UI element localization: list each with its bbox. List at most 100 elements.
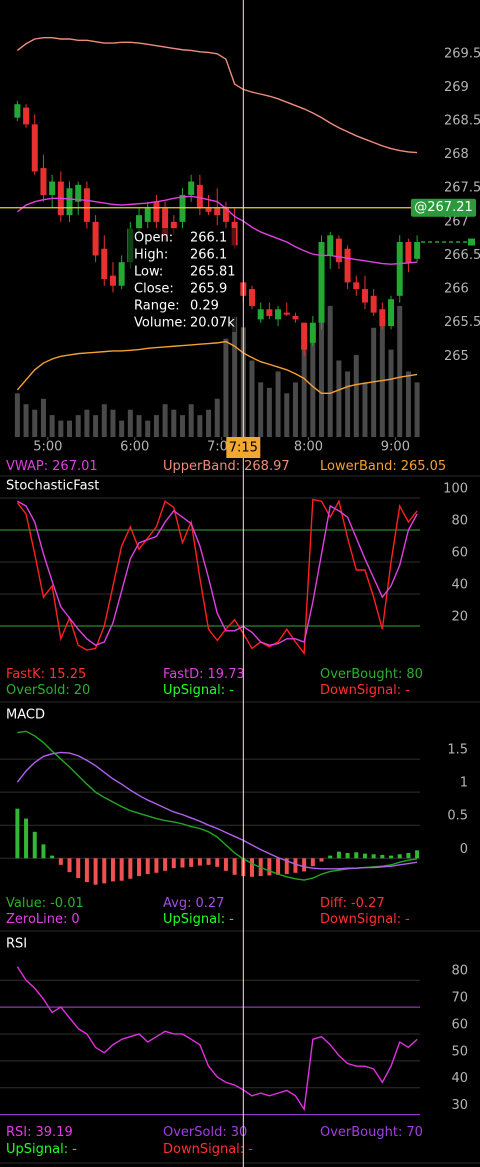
volume-bar bbox=[336, 360, 342, 437]
legend-entry: FastK: 15.25 bbox=[6, 667, 86, 682]
volume-bar bbox=[232, 316, 238, 437]
legend-value: - bbox=[229, 912, 234, 927]
volume-bar bbox=[23, 404, 29, 437]
legend-label: FastK: bbox=[6, 667, 45, 682]
y-tick-label: 267 bbox=[444, 214, 469, 229]
candle-body bbox=[292, 315, 299, 320]
y-tick-label: 20 bbox=[451, 610, 468, 625]
histogram-bar bbox=[189, 858, 194, 867]
histogram-bar bbox=[137, 858, 142, 877]
candle-body bbox=[249, 289, 255, 306]
candle-body bbox=[283, 312, 290, 315]
volume-bar bbox=[327, 305, 333, 437]
volume-bar bbox=[353, 355, 359, 437]
legend-entry: Diff: -0.27 bbox=[320, 896, 385, 911]
y-tick-label: 60 bbox=[451, 1017, 468, 1032]
histogram-bar bbox=[310, 858, 315, 867]
volume-bar bbox=[414, 382, 420, 437]
y-tick-label: 1.5 bbox=[447, 743, 468, 758]
y-tick-label: 80 bbox=[451, 514, 468, 529]
volume-bar bbox=[32, 409, 38, 437]
tooltip-value: 265.9 bbox=[190, 282, 227, 297]
legend-entry: LowerBand: 265.05 bbox=[320, 459, 446, 474]
legend-entry: UpSignal: - bbox=[163, 912, 234, 927]
volume-bar bbox=[153, 415, 159, 437]
histogram-bar bbox=[415, 850, 420, 859]
histogram-bar bbox=[345, 852, 350, 859]
y-tick-label: 268 bbox=[444, 147, 469, 162]
histogram-bar bbox=[397, 854, 402, 859]
candle-body bbox=[275, 309, 282, 320]
histogram-bar bbox=[32, 831, 37, 859]
legend-value: - bbox=[405, 912, 410, 927]
histogram-bar bbox=[24, 818, 29, 859]
legend-value: -0.27 bbox=[351, 896, 385, 911]
volume-bar bbox=[127, 409, 133, 437]
volume-bar bbox=[266, 387, 272, 437]
legend-label: RSI: bbox=[6, 1125, 32, 1140]
histogram-bar bbox=[110, 858, 115, 882]
last-price-marker bbox=[468, 238, 475, 246]
volume-bar bbox=[84, 409, 90, 437]
tooltip-value: 20.07k bbox=[190, 316, 235, 331]
legend-label: OverSold: bbox=[6, 683, 70, 698]
legend-entry: OverBought: 70 bbox=[320, 1125, 423, 1140]
tooltip-label: Open: bbox=[134, 231, 173, 246]
histogram-bar bbox=[371, 854, 376, 859]
y-tick-label: 30 bbox=[451, 1098, 468, 1113]
legend-entry: VWAP: 267.01 bbox=[6, 459, 98, 474]
legend-entry: ZeroLine: 0 bbox=[6, 912, 80, 927]
y-tick-label: 0.5 bbox=[447, 809, 468, 824]
volume-bar bbox=[49, 415, 55, 437]
legend-value: 15.25 bbox=[49, 667, 86, 682]
tooltip-label: High: bbox=[134, 248, 168, 263]
series-line bbox=[16, 195, 418, 265]
y-tick-label: 100 bbox=[443, 482, 468, 497]
candle-body bbox=[222, 208, 229, 222]
histogram-bar bbox=[58, 858, 63, 865]
volume-bar bbox=[179, 415, 185, 437]
volume-bar bbox=[275, 371, 281, 437]
y-tick-label: 1 bbox=[460, 776, 468, 791]
legend-value: 20 bbox=[74, 683, 91, 698]
candle-body bbox=[83, 188, 90, 222]
time-label: 7:15 bbox=[229, 441, 258, 456]
histogram-bar bbox=[336, 851, 341, 859]
panel-title: RSI bbox=[6, 937, 27, 952]
candle-body bbox=[40, 168, 47, 195]
legend-label: DownSignal: bbox=[320, 683, 401, 698]
volume-bar bbox=[223, 338, 229, 437]
legend-value: 0 bbox=[71, 912, 79, 927]
tooltip-value: 266.1 bbox=[190, 231, 227, 246]
panel: RSI 30 40 50 60 70 80 RSI: 39.19 OverSold: 30 OverB… bbox=[0, 937, 468, 1157]
candle-body bbox=[361, 289, 368, 303]
legend-value: 70 bbox=[406, 1125, 423, 1140]
histogram-bar bbox=[302, 858, 307, 872]
tooltip-value: 0.29 bbox=[190, 299, 219, 314]
y-tick-label: 60 bbox=[451, 546, 468, 561]
histogram-bar bbox=[215, 858, 220, 867]
candle-body bbox=[370, 295, 377, 313]
legend-entry: FastD: 19.73 bbox=[163, 667, 245, 682]
volume-bar bbox=[362, 382, 368, 437]
candle-body bbox=[327, 235, 334, 256]
candle-body bbox=[109, 275, 116, 286]
candle-body bbox=[179, 194, 186, 222]
legend-entry: OverSold: 30 bbox=[163, 1125, 247, 1140]
volume-bar bbox=[67, 420, 73, 437]
candle-body bbox=[309, 322, 316, 343]
legend-value: - bbox=[72, 1142, 77, 1157]
histogram-bar bbox=[284, 858, 289, 875]
tooltip-label: Volume: bbox=[134, 316, 187, 331]
legend-entry: UpperBand: 268.97 bbox=[163, 459, 290, 474]
volume-bar bbox=[93, 415, 99, 437]
volume-bar bbox=[40, 398, 46, 437]
candle-body bbox=[379, 309, 386, 327]
histogram-bar bbox=[84, 858, 89, 883]
histogram-bar bbox=[232, 858, 237, 875]
legend-label: UpSignal: bbox=[163, 683, 225, 698]
candle-body bbox=[405, 242, 412, 263]
volume-bar bbox=[58, 420, 64, 437]
volume-bar bbox=[101, 404, 107, 437]
